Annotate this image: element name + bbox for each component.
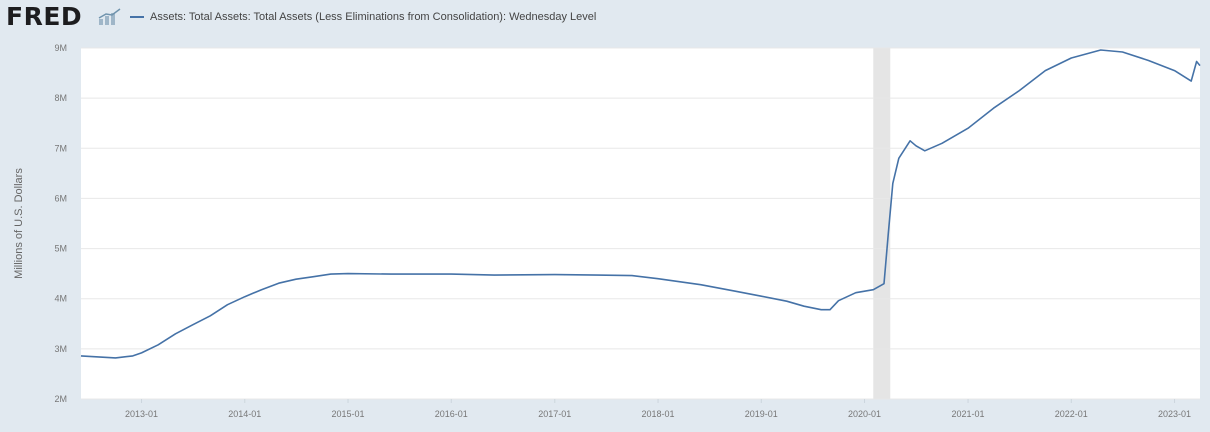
chart-header: FRED Assets: Total Assets: Total Assets … [0, 0, 1210, 36]
y-axis-label: Millions of U.S. Dollars [13, 168, 25, 279]
gridlines [81, 47, 1200, 400]
x-tick-label: 2016-01 [435, 409, 468, 419]
series-line [80, 49, 1201, 359]
fred-logo[interactable]: FRED [6, 2, 83, 31]
x-tick-label: 2017-01 [538, 409, 571, 419]
y-tick-label: 4M [54, 294, 67, 304]
recession-shading-group [873, 48, 891, 399]
x-tick-label: 2015-01 [332, 409, 365, 419]
x-tick-label: 2014-01 [228, 409, 261, 419]
x-tick-label: 2021-01 [952, 409, 985, 419]
y-tick-label: 8M [54, 93, 67, 103]
x-tick-label: 2018-01 [642, 409, 675, 419]
y-tick-label: 6M [54, 193, 67, 203]
plot-area [81, 48, 1200, 399]
x-tick-label: 2020-01 [848, 409, 881, 419]
y-tick-label: 2M [54, 394, 67, 404]
y-tick-label: 9M [54, 43, 67, 53]
x-tick-label: 2013-01 [125, 409, 158, 419]
y-tick-label: 7M [54, 143, 67, 153]
y-tick-label: 3M [54, 344, 67, 354]
legend-swatch [130, 16, 144, 18]
y-tick-label: 5M [54, 244, 67, 254]
x-tick-label: 2023-01 [1158, 409, 1191, 419]
recession-band [873, 48, 891, 399]
fred-graph-icon [98, 8, 121, 25]
y-axis-ticks: 2M 3M 4M 5M 6M 7M 8M 9M [54, 43, 67, 404]
x-tick-label: 2019-01 [745, 409, 778, 419]
x-axis-ticks: 2013-01 2014-01 2015-01 2016-01 2017-01 2018-… [125, 399, 1191, 419]
legend-label: Assets: Total Assets: Total Assets (Less… [150, 11, 597, 23]
chart-legend: Assets: Total Assets: Total Assets (Less… [130, 8, 596, 26]
x-tick-label: 2022-01 [1055, 409, 1088, 419]
